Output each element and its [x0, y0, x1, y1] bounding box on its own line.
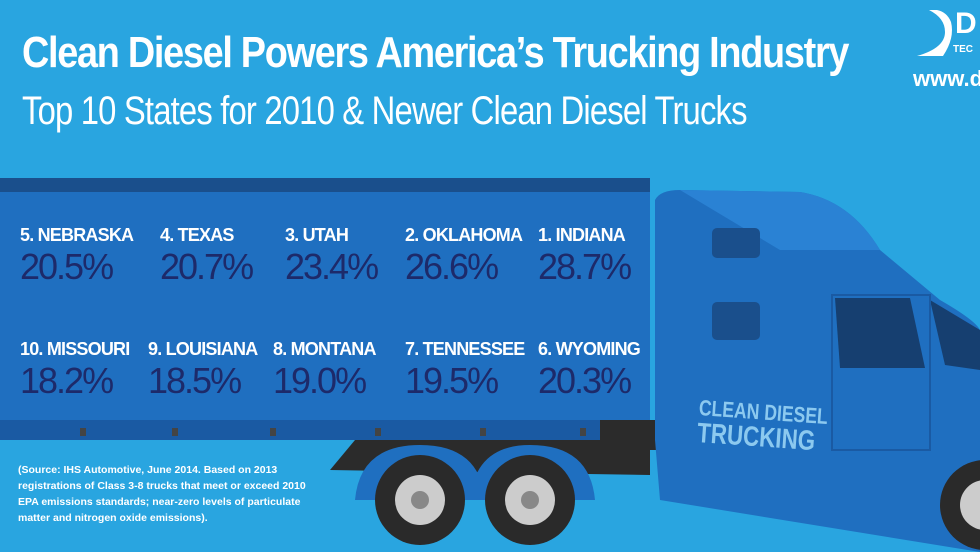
state-percent: 18.2%: [20, 360, 114, 401]
state-percent: 23.4%: [285, 246, 379, 287]
logo-tagline: TEC: [953, 44, 973, 55]
state-name: 7. TENNESSEE: [405, 339, 525, 359]
page-subtitle: Top 10 States for 2010 & Newer Clean Die…: [22, 89, 748, 133]
state-stat: 4. TEXAS 20.7%: [160, 224, 282, 288]
state-percent: 28.7%: [538, 246, 632, 287]
state-stat: 10. MISSOURI 18.2%: [20, 338, 142, 402]
state-percent: 20.7%: [160, 246, 254, 287]
logo-letter: D: [955, 7, 977, 40]
state-stat: 1. INDIANA 28.7%: [538, 224, 660, 288]
state-percent: 18.5%: [148, 360, 242, 401]
state-percent: 19.5%: [405, 360, 499, 401]
website-link[interactable]: www.di: [913, 66, 980, 91]
state-name: 1. INDIANA: [538, 225, 626, 245]
state-stat: 6. WYOMING 20.3%: [538, 338, 660, 402]
state-name: 3. UTAH: [285, 225, 349, 245]
state-stat: 8. MONTANA 19.0%: [273, 338, 395, 402]
state-stat: 9. LOUISIANA 18.5%: [148, 338, 270, 402]
state-name: 2. OKLAHOMA: [405, 225, 523, 245]
state-percent: 20.5%: [20, 246, 114, 287]
state-percent: 19.0%: [273, 360, 367, 401]
state-name: 8. MONTANA: [273, 339, 376, 359]
source-note: (Source: IHS Automotive, June 2014. Base…: [18, 464, 306, 524]
page-title: Clean Diesel Powers America’s Trucking I…: [22, 28, 849, 77]
state-stat: 5. NEBRASKA 20.5%: [20, 224, 142, 288]
state-name: 5. NEBRASKA: [20, 225, 134, 245]
state-stat: 2. OKLAHOMA 26.6%: [405, 224, 527, 288]
state-stat: 3. UTAH 23.4%: [285, 224, 407, 288]
state-name: 4. TEXAS: [160, 225, 234, 245]
state-name: 6. WYOMING: [538, 339, 641, 359]
state-name: 9. LOUISIANA: [148, 339, 258, 359]
brand-logo: D TEC: [915, 8, 980, 60]
road-logo-icon: [917, 10, 952, 56]
state-percent: 20.3%: [538, 360, 632, 401]
state-stat: 7. TENNESSEE 19.5%: [405, 338, 527, 402]
truck-brand-label: CLEAN DIESEL TRUCKING: [696, 395, 828, 456]
state-percent: 26.6%: [405, 246, 499, 287]
state-name: 10. MISSOURI: [20, 339, 130, 359]
